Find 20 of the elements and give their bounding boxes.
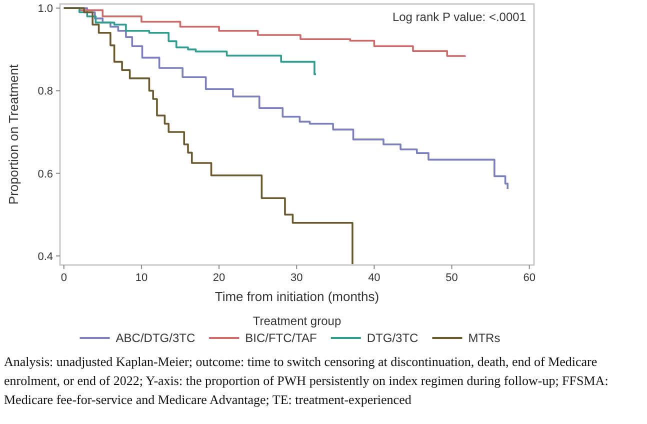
- y-tick-label: 0.6: [38, 168, 53, 180]
- x-tick-label: 0: [60, 272, 67, 284]
- legend-label: MTRs: [468, 331, 500, 345]
- text: Analysis: unadjusted Kaplan-Meier; outcome: time to switch censoring at discontinuation, death, end of Medicare enrolment, or end of 2022; Y-axis: the proportion of PWH persistently on index regimen during follow-up; FFSMA: Medicare fee-for-service and Medicare Advantage; TE: treatment-experienced: [4, 354, 608, 407]
- y-tick-label: 0.8: [38, 86, 53, 98]
- x-tick-label: 20: [212, 272, 226, 284]
- annotation: Log rank P value: <.0001: [392, 10, 526, 24]
- x-tick-label: 50: [446, 272, 458, 284]
- x-tick-label: 40: [368, 272, 380, 284]
- x-tick-label: 30: [290, 272, 303, 284]
- x-tick-label: 10: [135, 272, 148, 284]
- y-tick-label: 1.0: [38, 3, 53, 16]
- legend-label: ABC/DTG/3TC: [116, 331, 196, 345]
- legend-title: Treatment group: [252, 314, 342, 328]
- y-axis-title: Proportion on Treatment: [6, 64, 21, 205]
- x-tick-label: 60: [523, 272, 536, 284]
- legend-label: BIC/FTC/TAF: [245, 331, 317, 345]
- y-tick-label: 0.4: [38, 250, 53, 263]
- legend-label: DTG/3TC: [366, 331, 419, 345]
- x-axis-title: Time from initiation (months): [214, 289, 380, 304]
